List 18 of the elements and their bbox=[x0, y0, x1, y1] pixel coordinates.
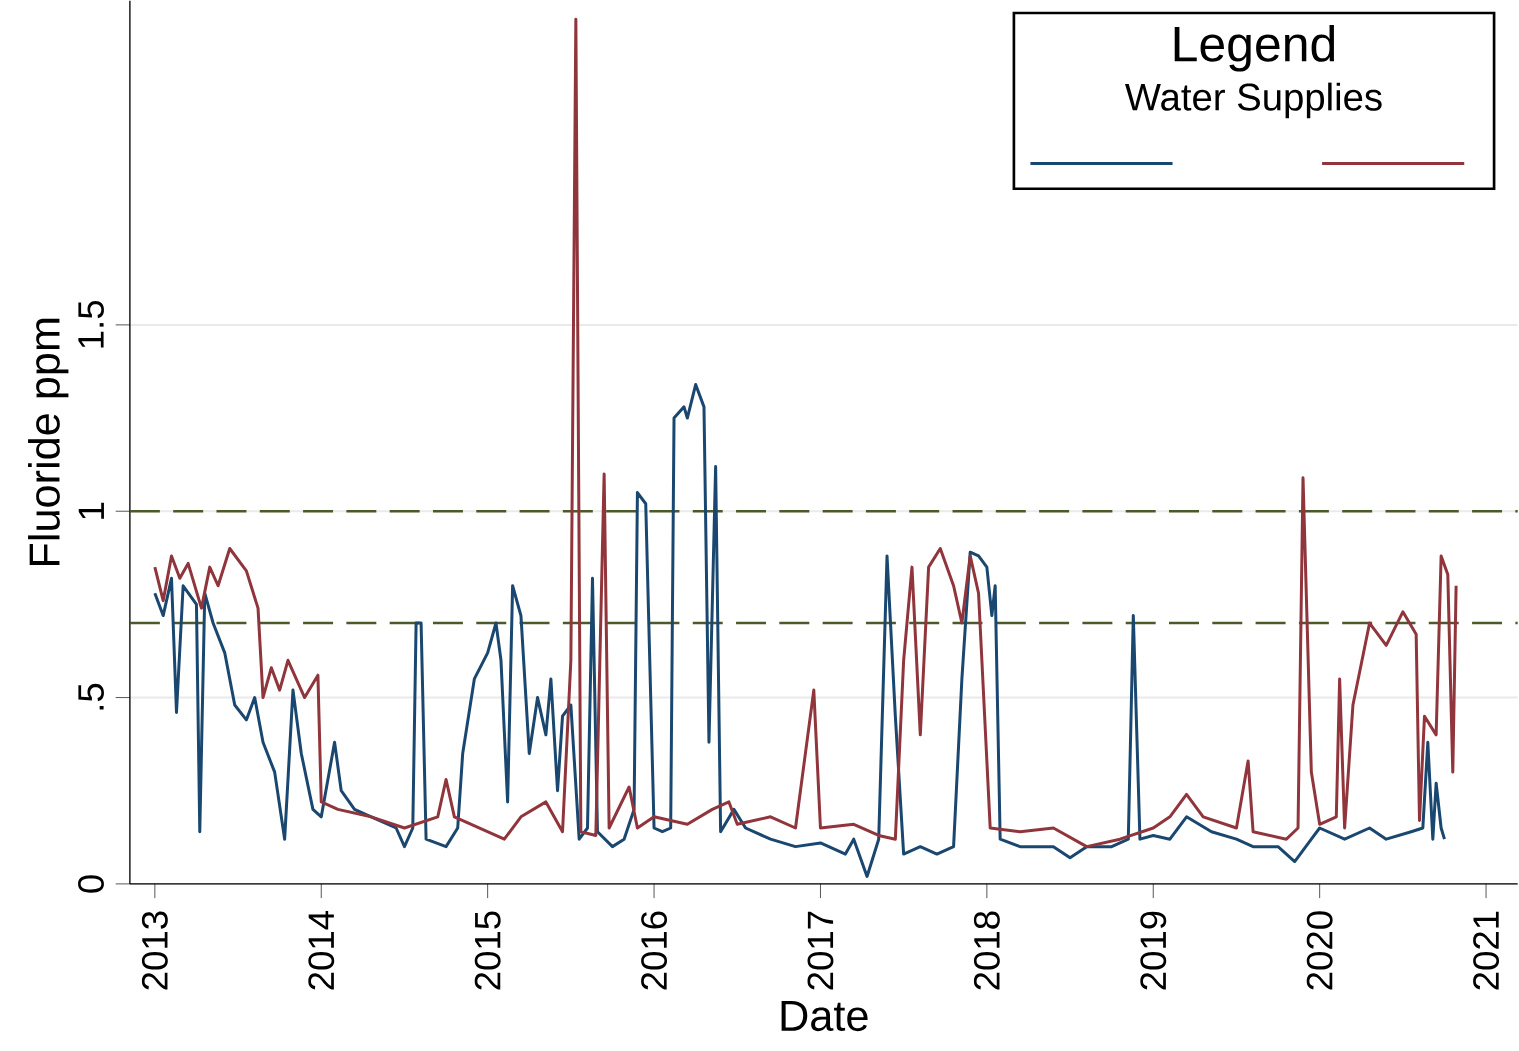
x-tick-label: 2016 bbox=[641, 911, 668, 990]
x-tick-label: 2019 bbox=[1140, 911, 1167, 990]
y-tick-label: 0 bbox=[78, 875, 104, 893]
y-tick-label: 1.5 bbox=[78, 301, 104, 348]
x-axis-title: Date bbox=[781, 1001, 868, 1032]
x-tick-label: 2017 bbox=[807, 911, 834, 990]
legend-title: Legend bbox=[1174, 25, 1335, 72]
x-tick-label: 2014 bbox=[308, 911, 335, 990]
line-series bbox=[153, 383, 1446, 879]
y-axis-title: Fluoride ppm bbox=[28, 319, 69, 566]
x-tick-label: 2013 bbox=[141, 911, 168, 990]
x-tick-label: 2015 bbox=[474, 911, 501, 990]
x-tick-label: 2021 bbox=[1473, 911, 1500, 990]
y-tick-label: 1 bbox=[78, 502, 104, 519]
x-tick-label: 2020 bbox=[1306, 911, 1333, 990]
x-tick-label: 2018 bbox=[973, 911, 1000, 990]
annotation: Water Supplies bbox=[1125, 82, 1382, 119]
y-tick-label: .5 bbox=[78, 683, 104, 710]
